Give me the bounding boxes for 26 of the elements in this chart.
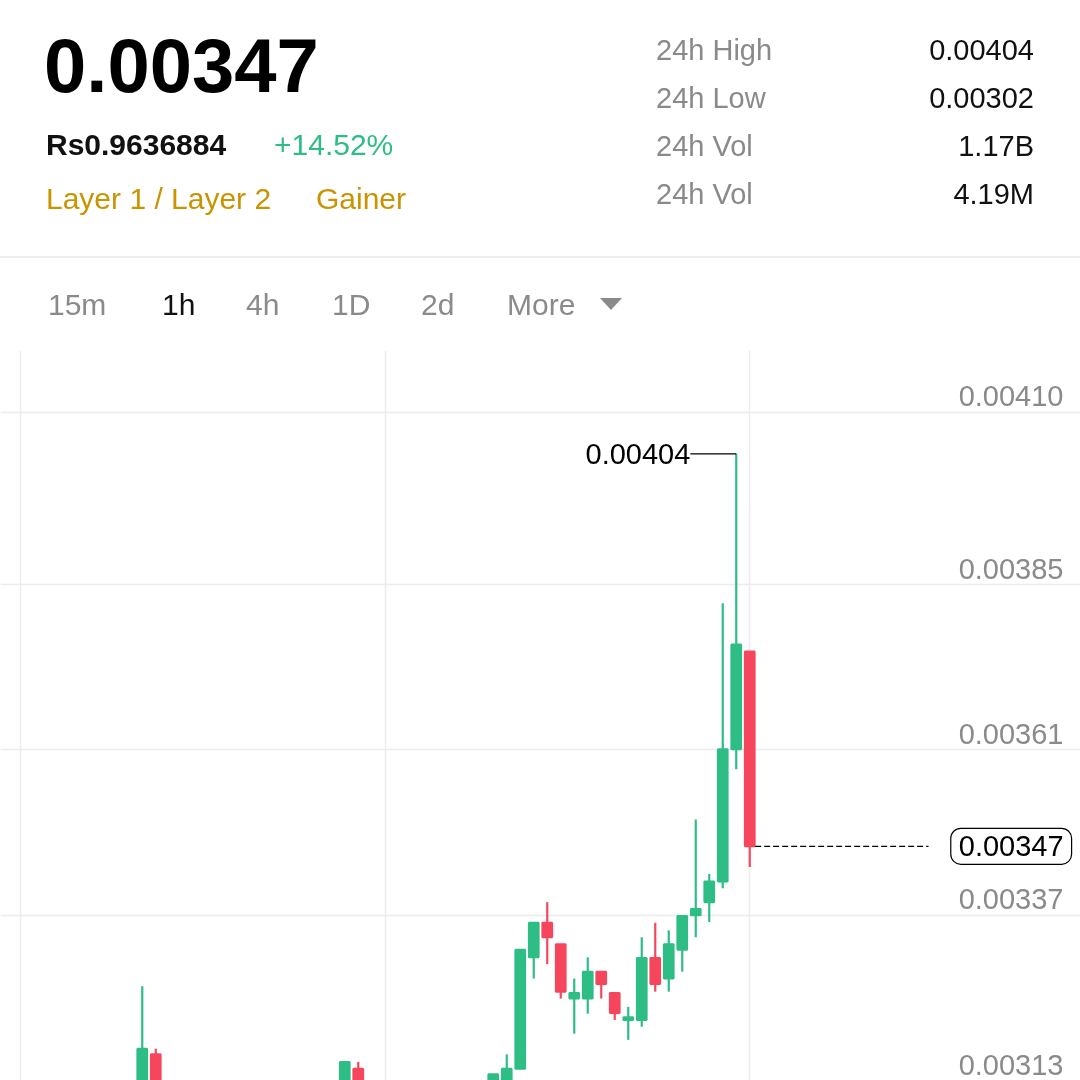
- text: 1D: [332, 287, 371, 323]
- text: 4h: [246, 287, 280, 323]
- text: Gainer: [316, 181, 407, 217]
- text: Rs0.9636884: [46, 127, 227, 163]
- text: 0.00302: [929, 81, 1034, 116]
- ref-line-label: 0.00347: [958, 830, 1064, 863]
- text: 0.00404: [929, 33, 1034, 68]
- text: 1.17B: [958, 129, 1034, 164]
- y-tick-label: 0.00361: [958, 717, 1064, 750]
- y-tick-label: 0.00385: [958, 552, 1064, 585]
- y-tick-label: 0.00313: [958, 1048, 1064, 1080]
- text: 24h High: [656, 33, 773, 68]
- text: 1h: [162, 287, 196, 323]
- text: 4.19M: [953, 177, 1034, 212]
- text: 15m: [48, 287, 107, 323]
- text: +14.52%: [274, 127, 394, 163]
- text: 24h Vol: [656, 177, 753, 212]
- y-tick-label: 0.00410: [958, 380, 1064, 413]
- text: 24h Low: [656, 81, 766, 116]
- text: More: [507, 287, 576, 323]
- y-tick-label: 0.00337: [958, 883, 1064, 916]
- annotation: 0.00404: [585, 437, 691, 470]
- text: 2d: [421, 287, 455, 323]
- text: 24h Vol: [656, 129, 753, 164]
- chart-title: 0.00347: [44, 22, 319, 110]
- text: Layer 1 / Layer 2: [46, 181, 272, 217]
